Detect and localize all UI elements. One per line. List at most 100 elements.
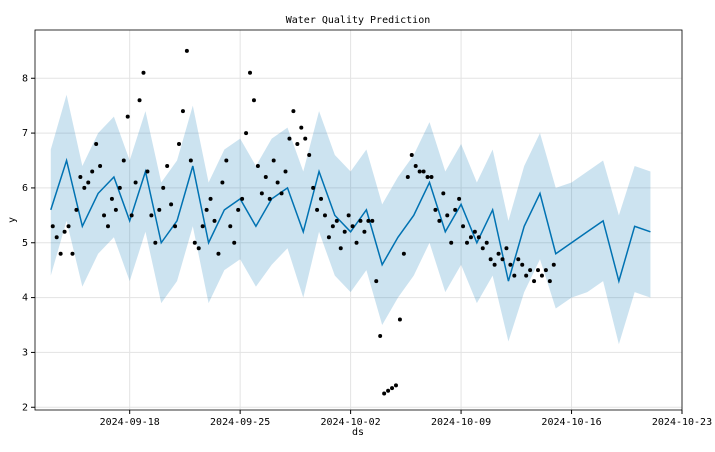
uncertainty-band [50, 94, 651, 345]
observed-point [397, 317, 402, 322]
y-tick-label: 5 [22, 238, 28, 249]
observed-point [98, 163, 103, 168]
observed-point [157, 207, 162, 212]
observed-point [224, 158, 229, 163]
observed-point [551, 262, 556, 267]
observed-point [449, 240, 454, 245]
observed-point [496, 251, 501, 256]
x-tick-label: 2024-09-18 [100, 417, 160, 428]
observed-point [334, 218, 339, 223]
observed-point [480, 246, 485, 251]
observed-point [50, 224, 55, 229]
observed-point [220, 180, 225, 185]
observed-point [311, 185, 316, 190]
observed-point [524, 273, 529, 278]
observed-point [188, 158, 193, 163]
observed-point [342, 229, 347, 234]
observed-point [445, 213, 450, 218]
observed-point [232, 240, 237, 245]
observed-point [236, 207, 241, 212]
y-tick-label: 8 [22, 73, 28, 84]
observed-point [378, 333, 383, 338]
x-tick-label: 2024-10-09 [431, 417, 491, 428]
observed-point [283, 169, 288, 174]
observed-point [109, 196, 114, 201]
observed-point [295, 142, 300, 147]
observed-point [492, 262, 497, 267]
observed-point [500, 257, 505, 262]
y-tick-label: 6 [22, 183, 28, 194]
y-tick-label: 4 [22, 293, 28, 304]
observed-point [437, 218, 442, 223]
observed-point [180, 109, 185, 114]
observed-point [165, 163, 170, 168]
observed-point [457, 196, 462, 201]
x-tick-label: 2024-10-16 [541, 417, 601, 428]
plot-frame [34, 29, 683, 411]
observed-point [125, 114, 130, 119]
observed-point [267, 196, 272, 201]
x-tick-label: 2024-09-25 [210, 417, 270, 428]
observed-point [326, 235, 331, 240]
observed-point [370, 218, 375, 223]
observed-point [161, 185, 166, 190]
y-tick-label: 3 [22, 347, 28, 358]
observed-point [62, 229, 67, 234]
observed-point [70, 251, 75, 256]
observed-point [275, 180, 280, 185]
observed-point [464, 240, 469, 245]
observed-point [94, 142, 99, 147]
observed-point [102, 213, 107, 218]
observed-point [433, 207, 438, 212]
observed-point [488, 257, 493, 262]
observed-point [200, 224, 205, 229]
observed-point [58, 251, 63, 256]
observed-point [362, 229, 367, 234]
observed-point [322, 213, 327, 218]
observed-point [248, 70, 253, 75]
observed-point [425, 174, 430, 179]
observed-point [504, 246, 509, 251]
y-tick-label: 2 [22, 402, 28, 413]
observed-point [528, 268, 533, 273]
observed-point [319, 196, 324, 201]
observed-point [82, 185, 87, 190]
observed-point [117, 185, 122, 190]
observed-point [263, 174, 268, 179]
observed-point [429, 174, 434, 179]
observed-point [137, 98, 142, 103]
observed-point [453, 207, 458, 212]
observed-point [279, 191, 284, 196]
x-tick-label: 2024-10-02 [321, 417, 381, 428]
observed-point [338, 246, 343, 251]
observed-point [133, 180, 138, 185]
observed-point [461, 224, 466, 229]
x-tick-label: 2024-10-23 [652, 417, 712, 428]
observed-point [192, 240, 197, 245]
observed-point [358, 218, 363, 223]
observed-point [105, 224, 110, 229]
observed-point [484, 240, 489, 245]
observed-point [508, 262, 513, 267]
x-axis-label: ds [352, 427, 364, 438]
observed-point [547, 279, 552, 284]
observed-point [169, 202, 174, 207]
observed-point [539, 273, 544, 278]
observed-point [393, 383, 398, 388]
observed-point [259, 191, 264, 196]
observed-point [299, 125, 304, 130]
observed-point [141, 70, 146, 75]
observed-point [74, 207, 79, 212]
observed-point [66, 224, 71, 229]
observed-point [113, 207, 118, 212]
observed-point [330, 224, 335, 229]
observed-point [401, 251, 406, 256]
chart-title: Water Quality Prediction [286, 15, 431, 26]
observed-point [251, 98, 256, 103]
observed-point [216, 251, 221, 256]
observed-point [176, 142, 181, 147]
observed-point [121, 158, 126, 163]
y-tick-label: 7 [22, 128, 28, 139]
observed-point [204, 207, 209, 212]
observed-point [153, 240, 158, 245]
